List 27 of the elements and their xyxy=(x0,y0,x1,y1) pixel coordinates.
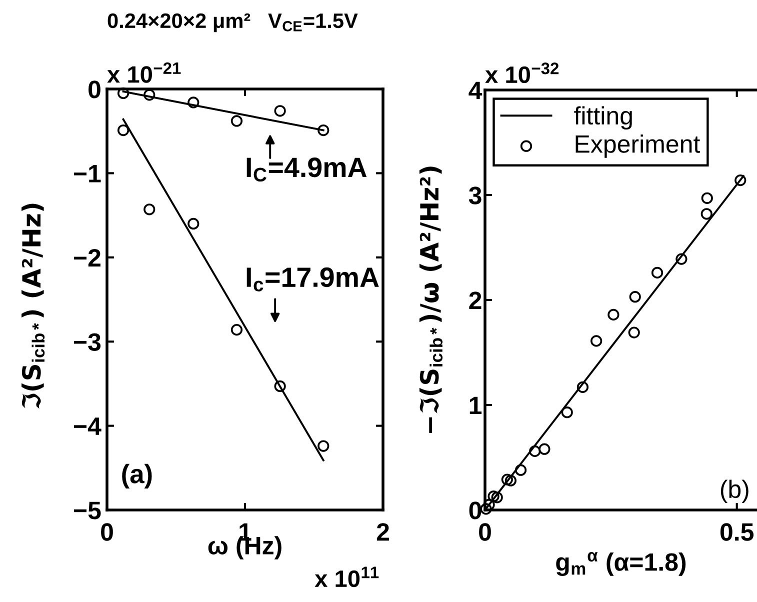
y-tick-label: −5 xyxy=(74,502,101,520)
y-tick-label: 0 xyxy=(88,80,100,98)
y-tick-label: −3 xyxy=(74,333,101,351)
annotation: I$_{C}$=4.9mA xyxy=(246,158,367,182)
x-tick-label: 0.5 xyxy=(720,523,754,541)
y-axis-title: ℑ(S$_{icib*}$) (A²/Hz) xyxy=(22,204,45,409)
y-tick-label: −4 xyxy=(74,418,102,435)
text: x 10$^{−21}$ xyxy=(107,62,181,83)
annotation: (a) xyxy=(122,464,152,489)
y-tick-label: −2 xyxy=(74,249,100,266)
x-tick-label: 0 xyxy=(101,523,113,541)
y-tick-label: 3 xyxy=(468,186,482,204)
y-tick-label: −1 xyxy=(74,165,101,182)
text: x 10$^{11}$ xyxy=(314,566,379,588)
annotation: I$_{c}$=17.9mA xyxy=(246,267,379,292)
y-tick-label: 0 xyxy=(469,502,482,520)
legend-label: Experiment xyxy=(576,134,700,158)
legend-label: fitting xyxy=(574,106,632,130)
x-tick-label: 2 xyxy=(376,523,389,541)
y-tick-label: 2 xyxy=(469,292,482,310)
text: x 10$^{−32}$ xyxy=(485,62,559,84)
y-tick-label: 4 xyxy=(468,82,482,100)
chart-title: 0.24×20×2 μm² V$_{CE}$=1.5V xyxy=(108,13,358,32)
y-tick-label: 1 xyxy=(470,396,482,414)
x-axis-title: g$_{m}$$^{α}$ (α=1.8) xyxy=(556,552,686,576)
y-axis-title: −ℑ(S$_{icib*}$)/ω (A²/Hz²) xyxy=(419,166,443,433)
annotation: (b) xyxy=(720,480,748,503)
